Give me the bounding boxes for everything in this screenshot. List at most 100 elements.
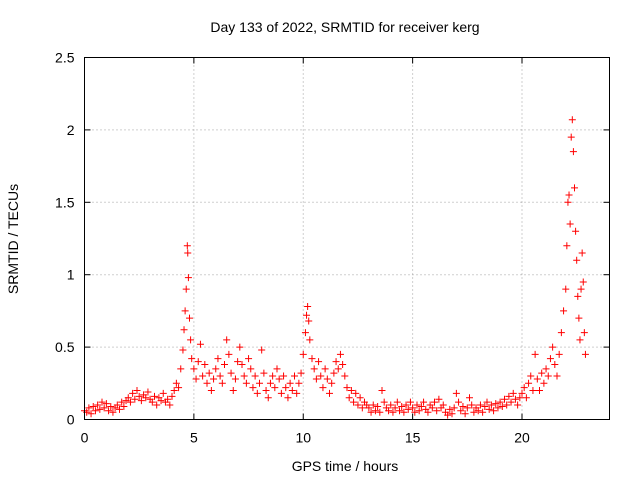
y-tick-label: 2.5 xyxy=(55,50,75,66)
data-point xyxy=(378,387,386,395)
data-point xyxy=(358,404,366,412)
data-point xyxy=(275,375,283,383)
data-point xyxy=(507,398,515,406)
data-point xyxy=(116,405,123,413)
data-point xyxy=(179,346,187,354)
data-point xyxy=(481,402,489,410)
data-point xyxy=(544,372,552,380)
data-point xyxy=(503,401,511,409)
data-point xyxy=(536,387,543,395)
data-point xyxy=(216,372,224,380)
data-point xyxy=(487,401,495,409)
data-point xyxy=(476,401,484,409)
data-point xyxy=(168,392,176,400)
data-point xyxy=(334,365,342,373)
data-point xyxy=(291,372,298,380)
data-point xyxy=(336,350,344,358)
data-point xyxy=(560,307,568,315)
data-point xyxy=(385,407,393,415)
data-point xyxy=(551,360,559,368)
data-point xyxy=(505,392,513,400)
data-point xyxy=(555,350,563,358)
data-point xyxy=(223,336,231,344)
data-point xyxy=(579,278,587,286)
data-point xyxy=(131,395,139,403)
data-point xyxy=(190,365,198,373)
data-point xyxy=(415,407,423,415)
data-point xyxy=(207,387,215,395)
y-tick-label: 1.5 xyxy=(55,194,75,210)
data-point xyxy=(299,350,307,358)
data-point xyxy=(304,303,312,311)
data-point xyxy=(387,401,395,409)
data-point xyxy=(148,398,156,406)
data-point xyxy=(144,388,152,396)
y-tick-label: 0 xyxy=(67,412,75,428)
data-point xyxy=(367,408,375,416)
data-point xyxy=(457,407,465,415)
data-point xyxy=(306,336,314,344)
data-point xyxy=(303,311,311,319)
data-point xyxy=(439,401,447,409)
data-point xyxy=(479,408,487,416)
data-point xyxy=(573,256,581,264)
data-point xyxy=(194,358,202,366)
data-point xyxy=(398,402,406,410)
data-point xyxy=(245,355,253,363)
data-point xyxy=(184,274,192,282)
data-point xyxy=(553,372,561,380)
data-point xyxy=(301,329,309,337)
data-point xyxy=(91,407,99,415)
data-point xyxy=(396,407,403,415)
data-point xyxy=(231,375,239,383)
data-point xyxy=(578,249,586,257)
data-point xyxy=(258,346,266,354)
data-point xyxy=(330,369,338,377)
data-point xyxy=(113,401,121,409)
data-point xyxy=(317,372,325,380)
data-point xyxy=(527,372,535,380)
data-point xyxy=(96,405,104,413)
data-point xyxy=(339,360,347,368)
data-point xyxy=(102,400,110,408)
data-point xyxy=(492,400,500,408)
data-point xyxy=(262,387,270,395)
data-point xyxy=(400,408,408,416)
x-tick-label: 20 xyxy=(514,430,530,446)
data-point xyxy=(577,285,585,293)
data-point xyxy=(352,389,360,397)
data-point xyxy=(356,394,364,402)
data-point xyxy=(271,384,279,392)
data-point xyxy=(315,358,323,366)
data-point xyxy=(225,350,233,358)
data-point xyxy=(323,375,331,383)
data-point xyxy=(269,372,277,380)
data-point xyxy=(157,397,165,405)
data-point xyxy=(201,360,209,368)
data-point xyxy=(575,314,583,322)
data-point xyxy=(264,394,272,402)
data-point xyxy=(326,389,333,397)
data-point xyxy=(404,405,412,413)
data-point xyxy=(319,384,327,392)
data-point xyxy=(305,317,313,325)
data-point xyxy=(109,408,117,416)
data-point xyxy=(571,184,578,192)
data-point xyxy=(565,191,573,199)
data-point xyxy=(308,355,316,363)
x-tick-labels: 0 5 10 15 20 xyxy=(81,430,530,446)
data-point xyxy=(463,404,471,412)
data-point xyxy=(562,285,570,293)
data-point xyxy=(546,355,554,363)
data-point xyxy=(538,369,546,377)
data-point xyxy=(391,404,399,412)
data-point xyxy=(227,369,235,377)
data-point xyxy=(249,384,257,392)
data-point xyxy=(566,220,574,228)
data-point xyxy=(393,398,401,406)
data-point xyxy=(531,350,539,358)
data-point xyxy=(511,395,519,403)
data-point xyxy=(343,384,351,392)
data-point xyxy=(175,384,183,392)
